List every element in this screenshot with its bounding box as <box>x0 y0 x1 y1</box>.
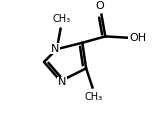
Text: CH₃: CH₃ <box>52 14 70 24</box>
Text: N: N <box>58 77 66 87</box>
Text: N: N <box>51 44 59 53</box>
Text: CH₃: CH₃ <box>85 92 103 102</box>
Text: O: O <box>96 2 105 11</box>
Text: OH: OH <box>129 33 146 43</box>
